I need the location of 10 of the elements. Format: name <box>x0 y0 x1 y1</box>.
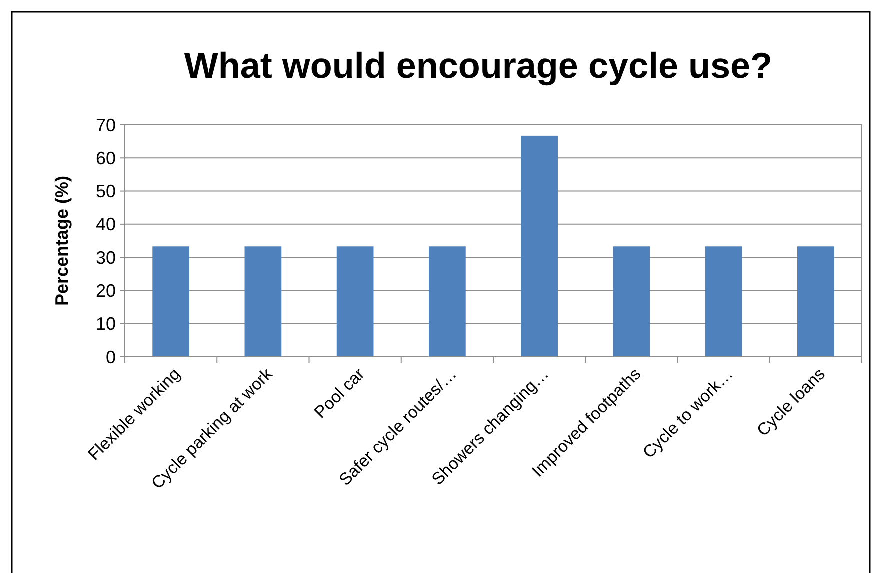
y-tick-label: 10 <box>96 314 116 334</box>
y-tick-label: 0 <box>106 347 116 368</box>
y-tick-label: 60 <box>96 148 116 168</box>
chart-title: What would encourage cycle use? <box>184 45 773 86</box>
y-tick-label: 20 <box>96 281 116 302</box>
y-tick-label: 50 <box>96 182 116 202</box>
y-tick-label: 40 <box>96 214 116 235</box>
y-tick-label: 30 <box>96 248 116 268</box>
y-axis-title: Percentage (%) <box>52 176 72 306</box>
y-tick-label: 70 <box>96 115 116 136</box>
